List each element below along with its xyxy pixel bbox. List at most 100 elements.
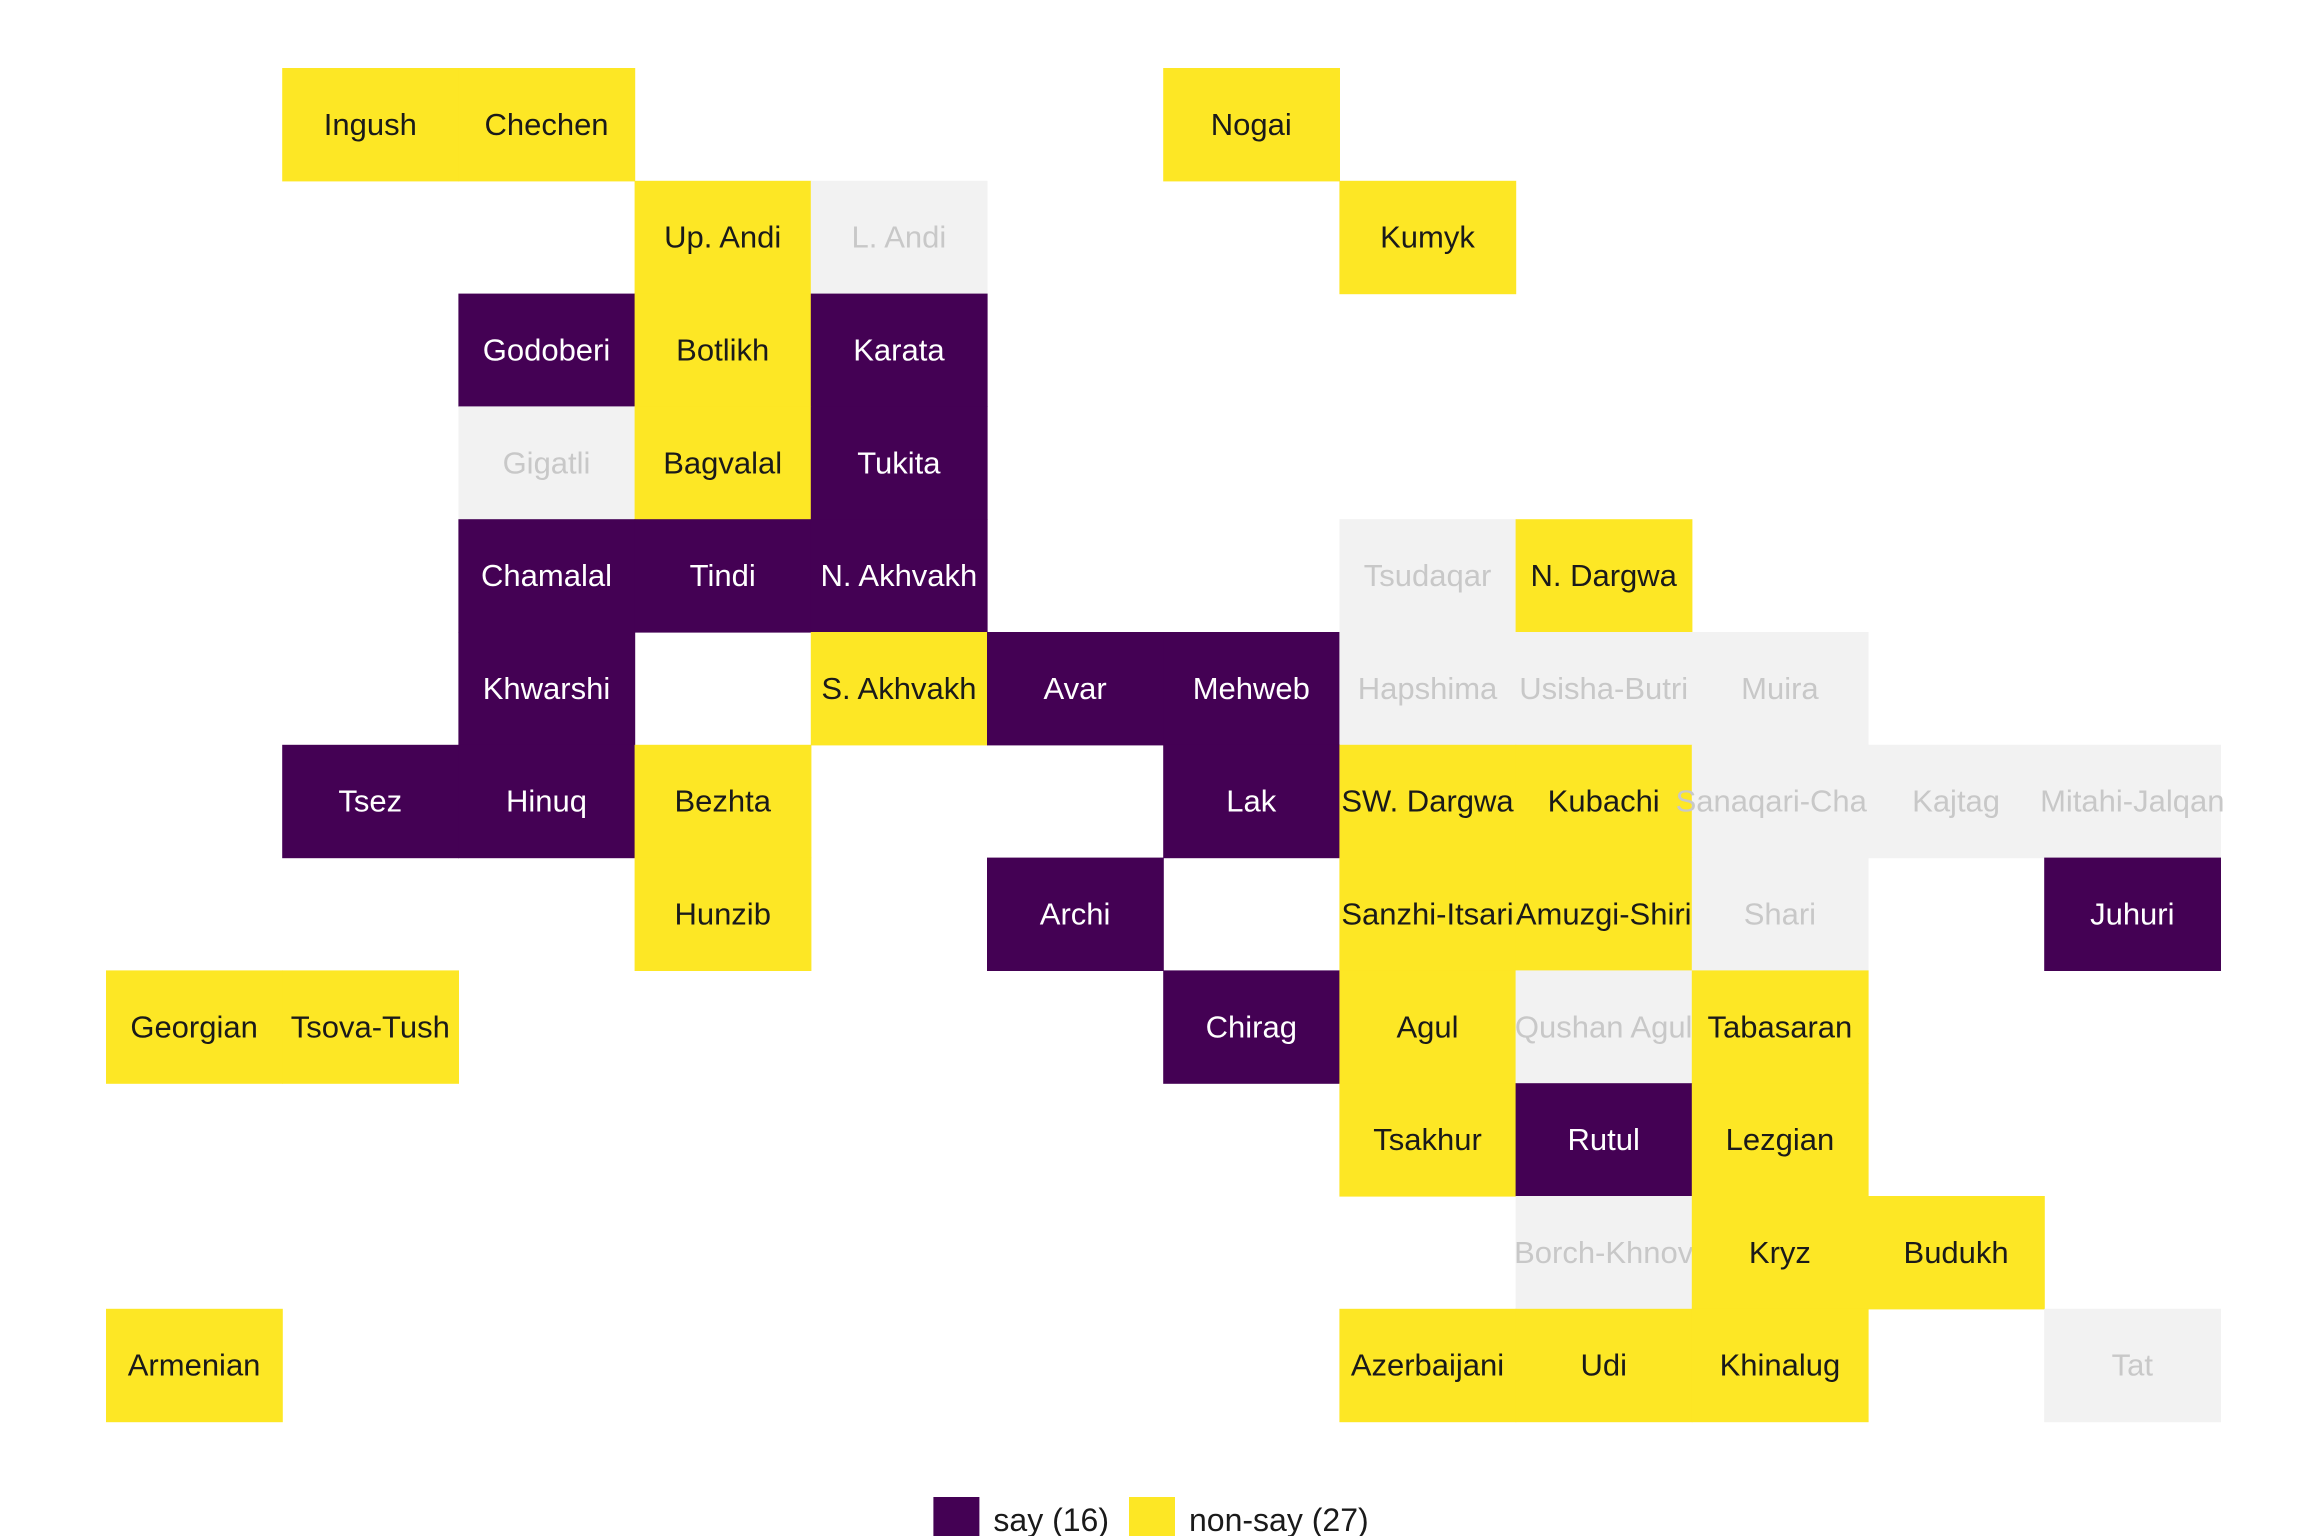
tile-label: N. Dargwa xyxy=(1530,558,1677,593)
tile-label: Budukh xyxy=(1904,1235,2009,1270)
tile-label: Archi xyxy=(1040,897,1111,932)
tile-label: Lezgian xyxy=(1726,1122,1835,1157)
tile-archi: Archi xyxy=(987,857,1164,971)
tile-cell xyxy=(458,406,636,520)
tile-cell xyxy=(1515,1083,1693,1197)
tile-label: Azerbaijani xyxy=(1351,1348,1504,1383)
tile-cell xyxy=(1868,1196,2045,1310)
legend: say (16) non-say (27) xyxy=(933,1497,1369,1536)
tile-rutul: Rutul xyxy=(1515,1083,1693,1197)
tile-cell xyxy=(1691,1196,1869,1310)
tile-cell xyxy=(1339,632,1517,746)
tile-label: Khinalug xyxy=(1720,1348,1841,1383)
tile-label: Kryz xyxy=(1749,1235,1811,1270)
tile-amuzgi-shiri: Amuzgi-Shiri xyxy=(1515,857,1693,971)
tile-kumyk: Kumyk xyxy=(1339,180,1517,295)
tile-cell xyxy=(1163,970,1340,1084)
tile-label: Kajtag xyxy=(1912,784,2000,819)
tile-cell xyxy=(1691,970,1869,1084)
tile-cell xyxy=(1691,632,1869,746)
tile-chamalal: Chamalal xyxy=(458,519,636,633)
tile-cell xyxy=(106,1308,283,1423)
tile-tsova-tush: Tsova-Tush xyxy=(282,970,459,1084)
tile-label: Mitahi-Jalqan xyxy=(2040,784,2224,819)
tile-cell xyxy=(634,293,812,407)
tile-juhuri: Juhuri xyxy=(2044,857,2221,971)
legend-item-non-say: non-say (27) xyxy=(1129,1497,1369,1536)
tile-nogai: Nogai xyxy=(1163,68,1340,182)
tile-cell xyxy=(634,180,812,295)
tile-qushan-agul: Qushan Agul xyxy=(1515,970,1692,1084)
tile-cell xyxy=(458,293,636,407)
tile-cell xyxy=(1515,1308,1693,1423)
tile-gigatli: Gigatli xyxy=(458,406,636,520)
tile-georgian: Georgian xyxy=(106,970,283,1084)
tile-bagvalal: Bagvalal xyxy=(634,406,812,520)
tile-label: Nogai xyxy=(1211,107,1292,142)
tile-label: Up. Andi xyxy=(664,220,781,255)
tile-label: Sanaqari-Chah xyxy=(1676,784,1885,819)
tile-usisha-butri: Usisha-Butri xyxy=(1515,632,1693,746)
tile-label: Agul xyxy=(1396,1009,1458,1044)
tile-label: Mehweb xyxy=(1193,671,1310,706)
tile-hapshima: Hapshima xyxy=(1339,632,1517,746)
tile-cell xyxy=(106,970,283,1084)
tile-tindi: Tindi xyxy=(634,519,812,633)
tile-cell xyxy=(1691,1083,1869,1197)
tile-cell xyxy=(1339,1083,1517,1197)
tile-label: Lak xyxy=(1226,784,1276,819)
tile-cell xyxy=(282,744,459,859)
tile-label: Tsakhur xyxy=(1373,1122,1482,1157)
tile-cell xyxy=(2044,857,2221,971)
tile-karata: Karata xyxy=(810,293,988,407)
tile-budukh: Budukh xyxy=(1868,1196,2045,1310)
tile-mitahi-jalqan: Mitahi-Jalqan xyxy=(2040,744,2224,859)
tile-label: Tindi xyxy=(690,558,756,593)
tile-botlikh: Botlikh xyxy=(634,293,812,407)
tile-cell xyxy=(810,519,988,633)
tile-cell xyxy=(458,519,636,633)
tile-label: Godoberi xyxy=(483,333,611,368)
tile-tabasaran: Tabasaran xyxy=(1691,970,1869,1084)
tile-label: Kumyk xyxy=(1380,220,1475,255)
legend-label: non-say (27) xyxy=(1189,1502,1369,1536)
tile-cell xyxy=(810,293,988,407)
tile-avar: Avar xyxy=(987,632,1164,746)
tile-lak: Lak xyxy=(1163,744,1340,859)
tile-label: Juhuri xyxy=(2090,897,2174,932)
tile-cell xyxy=(1339,519,1517,633)
tile-cell xyxy=(1515,744,1693,859)
tile-cell xyxy=(1339,857,1517,971)
tile-cell xyxy=(1691,857,1869,971)
tile-label: Georgian xyxy=(130,1009,258,1044)
tile-cell xyxy=(1691,744,1869,859)
tile-label: Amuzgi-Shiri xyxy=(1516,897,1692,932)
tile-tsez: Tsez xyxy=(282,744,459,859)
tile-cell xyxy=(1515,632,1693,746)
tile-cell xyxy=(1515,519,1693,633)
tile-label: Tsova-Tush xyxy=(291,1009,450,1044)
tile-tsudaqar: Tsudaqar xyxy=(1339,519,1517,633)
tile-label: Sanzhi-Itsari xyxy=(1341,897,1513,932)
tile-label: Udi xyxy=(1580,1348,1627,1383)
tile-label: Botlikh xyxy=(676,333,769,368)
tile-cell xyxy=(634,406,812,520)
tile-cell xyxy=(2044,744,2221,859)
tile-ingush: Ingush xyxy=(282,68,459,182)
tile-khwarshi: Khwarshi xyxy=(458,632,636,746)
tile-kajtag: Kajtag xyxy=(1868,744,2045,859)
tile-label: Tukita xyxy=(857,445,941,480)
tile-cell xyxy=(1339,180,1517,295)
tile-kryz: Kryz xyxy=(1691,1196,1869,1310)
tile-cell xyxy=(1163,632,1340,746)
tile-label: Chamalal xyxy=(481,558,612,593)
tile-cell xyxy=(1339,970,1517,1084)
tile-tukita: Tukita xyxy=(810,406,988,520)
tile-label: Avar xyxy=(1044,671,1107,706)
tile-cell xyxy=(2044,1308,2221,1423)
tile-sanaqari-chah: Sanaqari-Chah xyxy=(1676,744,1885,859)
legend-swatch xyxy=(933,1497,980,1536)
tile-label: Tabasaran xyxy=(1708,1009,1853,1044)
tile-label: Gigatli xyxy=(503,445,591,480)
